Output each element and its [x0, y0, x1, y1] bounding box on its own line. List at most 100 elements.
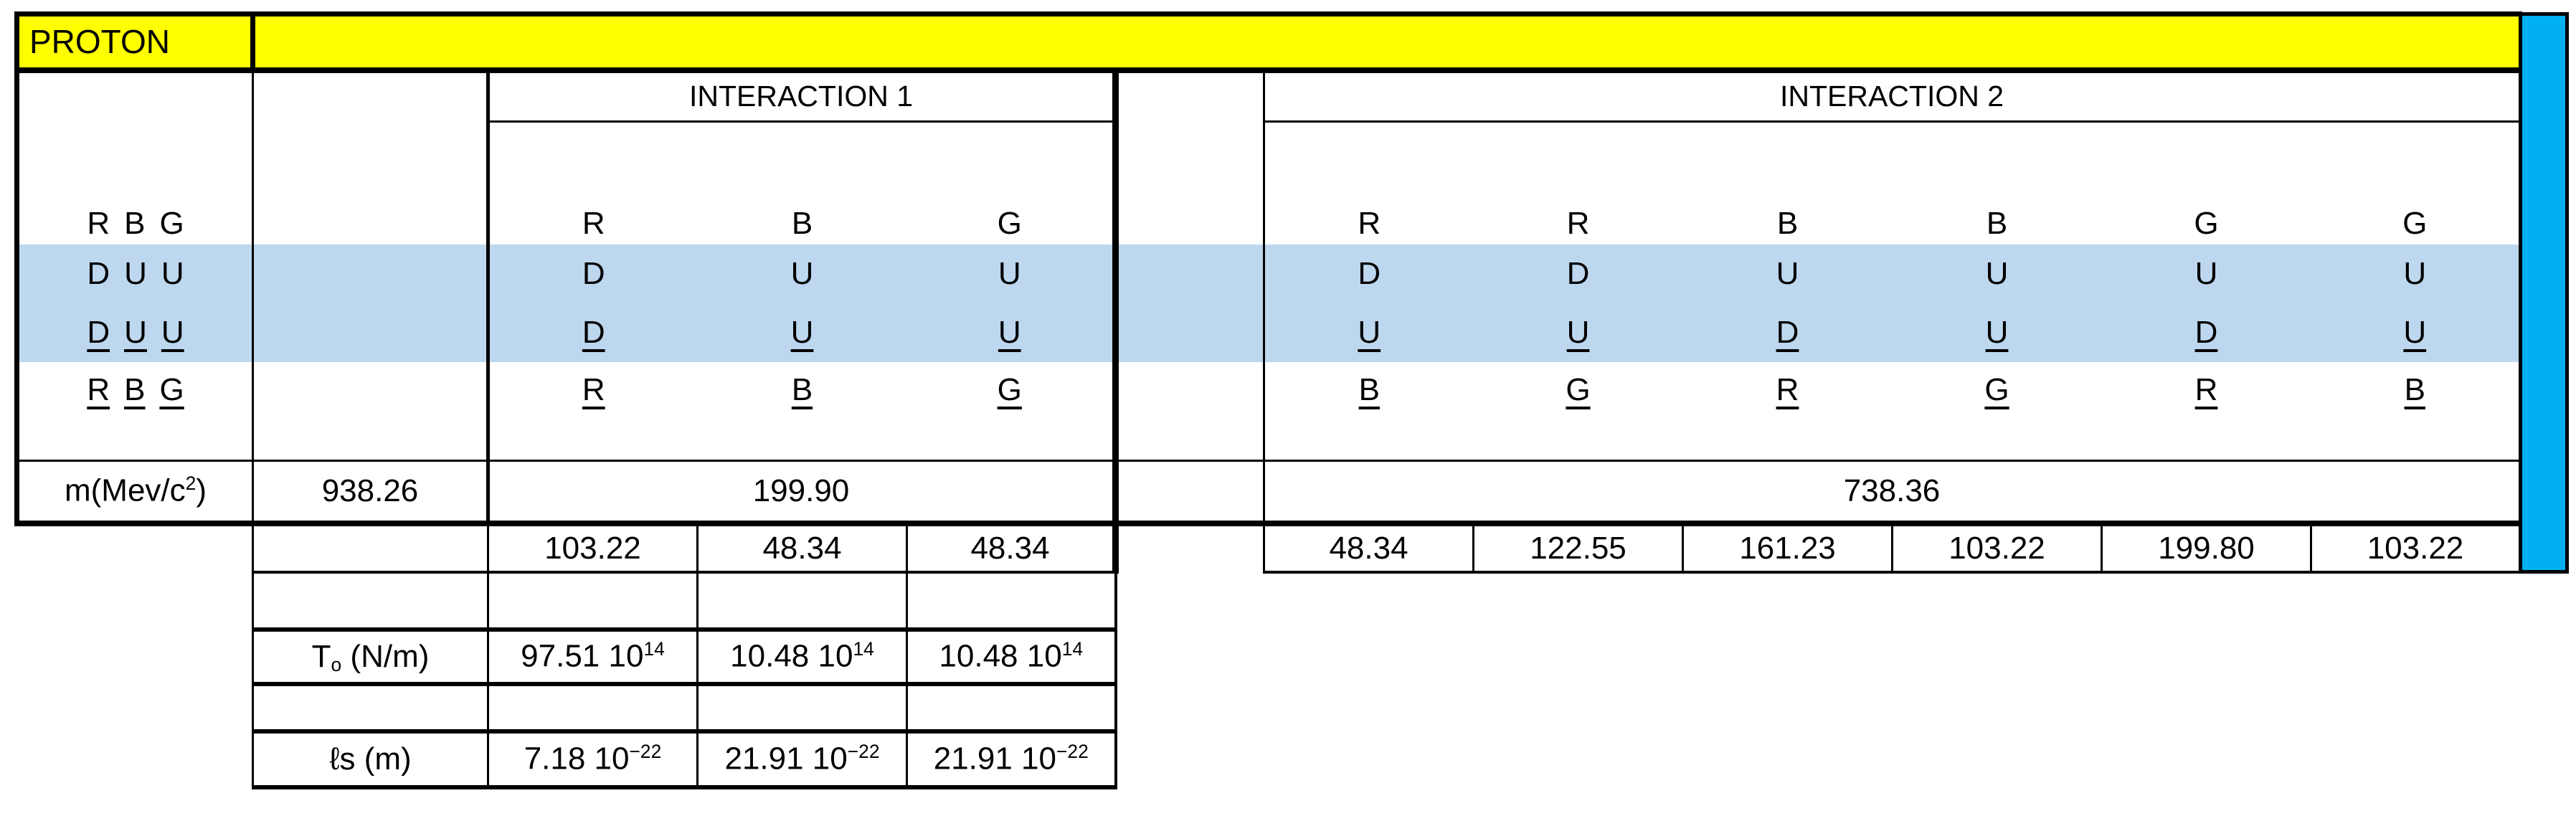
quark-letter-cell[interactable]: B	[1776, 205, 1799, 241]
quark-letter-cell[interactable]: U	[906, 244, 1119, 303]
empty-cell[interactable]	[697, 683, 908, 731]
length-value-cell[interactable]: 7.18 10−22	[488, 728, 699, 789]
cell-mass-interaction2[interactable]: 738.36	[1263, 460, 2521, 526]
empty-cell[interactable]	[14, 70, 254, 122]
quark-letter-cell[interactable]: R	[1566, 205, 1590, 241]
quark-letter-cell[interactable]: B	[1986, 205, 2008, 241]
empty-cell[interactable]	[488, 683, 699, 731]
empty-cell[interactable]	[253, 203, 488, 245]
empty-cell[interactable]	[1116, 122, 1264, 203]
empty-cell[interactable]	[1116, 419, 1264, 461]
quark-letter-cell[interactable]: U	[2311, 303, 2521, 362]
empty-cell[interactable]	[253, 419, 488, 461]
tension-value-cell[interactable]: 10.48 1014	[697, 627, 908, 686]
empty-cell[interactable]	[906, 571, 1117, 630]
empty-cell[interactable]	[252, 303, 488, 362]
empty-cell[interactable]	[14, 121, 254, 203]
energy-value-cell[interactable]: 103.22	[1892, 523, 2103, 574]
quark-letter-cell[interactable]: U	[1473, 303, 1683, 362]
quark-letter-cell[interactable]: G	[2194, 205, 2219, 241]
empty-cell[interactable]	[1115, 244, 1264, 303]
empty-cell[interactable]	[1116, 362, 1264, 419]
quark-letter-cell[interactable]: D	[1682, 303, 1893, 362]
quark-letter-cell[interactable]: U	[1892, 303, 2102, 362]
quark-letter-cell[interactable]: D	[2101, 303, 2311, 362]
quark-letter-cell[interactable]: R	[1776, 372, 1799, 407]
cell-tension-label[interactable]: To (N/m)	[252, 627, 489, 686]
energy-value-cell[interactable]: 48.34	[697, 523, 908, 574]
cell-mass-label[interactable]: m(Mev/c2)	[14, 460, 254, 526]
empty-cell[interactable]	[1263, 121, 1474, 203]
empty-cell[interactable]	[1116, 203, 1264, 245]
empty-cell[interactable]	[2102, 122, 2311, 203]
empty-cell[interactable]	[253, 122, 488, 203]
empty-cell[interactable]	[1116, 70, 1264, 122]
cell-mass-interaction1[interactable]: 199.90	[486, 460, 1119, 526]
quark-letter-cell[interactable]: U	[1682, 244, 1893, 303]
energy-value-cell[interactable]: 199.80	[2101, 523, 2312, 574]
quark-letter-cell[interactable]: U	[906, 303, 1119, 362]
empty-cell[interactable]	[1683, 419, 1893, 461]
empty-cell[interactable]	[253, 362, 488, 419]
quark-letter-cell[interactable]: G	[906, 361, 1119, 419]
cell-proton-title[interactable]: PROTON	[14, 11, 255, 73]
empty-cell[interactable]	[697, 571, 908, 630]
quark-letter-cell[interactable]: G	[906, 202, 1119, 245]
empty-cell[interactable]	[2311, 121, 2521, 203]
energy-value-cell[interactable]: 103.22	[488, 523, 699, 574]
empty-cell[interactable]	[252, 523, 489, 574]
quark-letter-cell[interactable]: U	[697, 244, 907, 303]
quark-letter-cell[interactable]: U	[1892, 244, 2102, 303]
empty-cell[interactable]	[1474, 122, 1683, 203]
empty-cell[interactable]	[252, 683, 489, 731]
empty-cell[interactable]	[486, 418, 698, 461]
empty-cell[interactable]	[1115, 303, 1264, 362]
cell-interaction2-header[interactable]: INTERACTION 2	[1263, 70, 2521, 123]
empty-cell[interactable]	[2311, 418, 2521, 461]
quark-letter-cell[interactable]: G	[1566, 372, 1591, 407]
empty-cell[interactable]	[1893, 122, 2102, 203]
quark-letter-cell[interactable]: U	[2311, 244, 2521, 303]
cell-length-label[interactable]: ℓs (m)	[252, 728, 489, 789]
empty-cell[interactable]	[253, 70, 488, 122]
quark-letter-cell[interactable]: G	[1984, 372, 2009, 407]
length-value-cell[interactable]: 21.91 10−22	[697, 728, 908, 789]
empty-cell[interactable]	[698, 122, 907, 203]
quark-letter-cell[interactable]: U	[2101, 244, 2311, 303]
cell-gap-empty[interactable]	[1115, 460, 1264, 526]
empty-cell[interactable]	[486, 121, 698, 203]
quark-letter-cell[interactable]: B	[791, 372, 813, 407]
energy-value-cell[interactable]: 122.55	[1473, 523, 1684, 574]
empty-cell[interactable]	[698, 419, 907, 461]
quark-letter-cell[interactable]: D	[1473, 244, 1683, 303]
quark-letter-cell[interactable]: R	[486, 202, 698, 245]
quark-letter-cell[interactable]: D	[1263, 244, 1474, 303]
quark-letter-cell[interactable]: G	[2311, 202, 2521, 245]
empty-cell[interactable]	[1683, 122, 1893, 203]
quark-letter-cell[interactable]: U	[1263, 303, 1474, 362]
cell-yellow-strip[interactable]	[252, 11, 2521, 73]
tension-value-cell[interactable]: 97.51 1014	[488, 627, 699, 686]
quark-letter-cell[interactable]: B	[791, 205, 813, 241]
quark-letter-cell[interactable]: B	[2311, 361, 2521, 419]
empty-cell[interactable]	[14, 418, 254, 461]
cell-mass-proton[interactable]: 938.26	[252, 460, 489, 526]
energy-value-cell[interactable]: 161.23	[1682, 523, 1893, 574]
empty-cell[interactable]	[906, 418, 1119, 461]
cell-interaction1-header[interactable]: INTERACTION 1	[486, 70, 1119, 123]
energy-value-cell[interactable]: 103.22	[2311, 523, 2521, 574]
empty-cell[interactable]	[906, 121, 1119, 203]
tension-value-cell[interactable]: 10.48 1014	[906, 627, 1117, 686]
quark-letter-cell[interactable]: R	[2194, 372, 2218, 407]
quark-letter-cell[interactable]: R	[1263, 202, 1474, 245]
quark-letter-cell[interactable]: U	[697, 303, 907, 362]
empty-cell[interactable]	[1893, 419, 2102, 461]
empty-cell[interactable]	[1263, 418, 1474, 461]
empty-cell[interactable]	[906, 683, 1117, 731]
length-value-cell[interactable]: 21.91 10−22	[906, 728, 1117, 789]
empty-cell[interactable]	[1474, 419, 1683, 461]
